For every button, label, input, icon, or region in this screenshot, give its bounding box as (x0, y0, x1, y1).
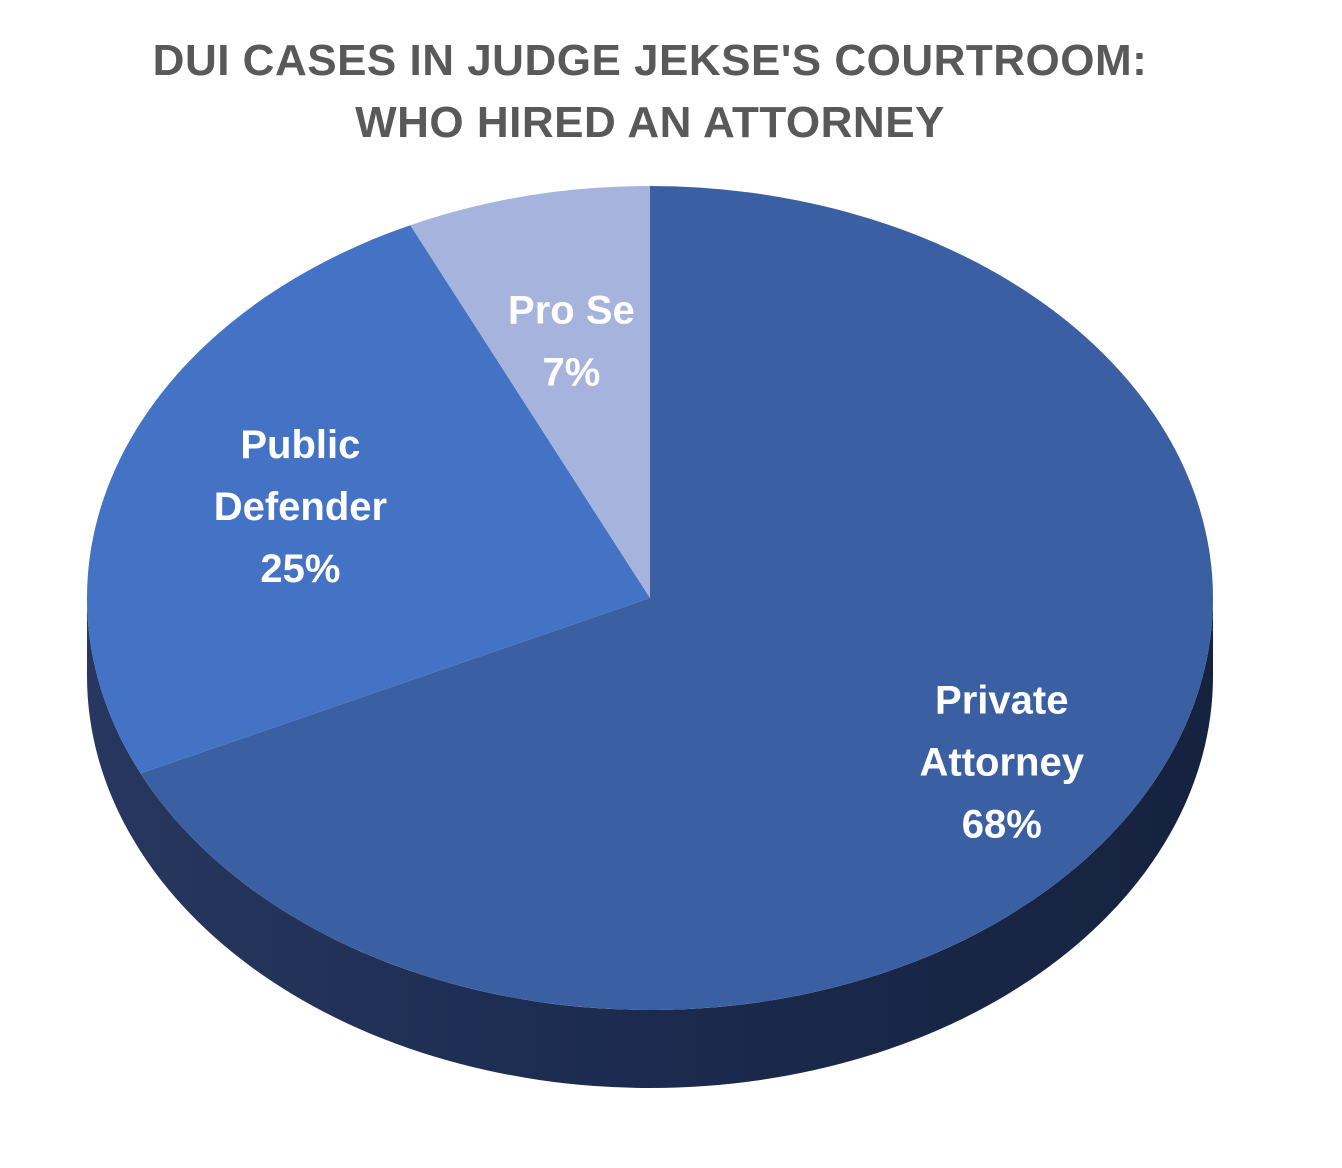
slice-value-label: 7% (542, 351, 600, 395)
slice-name-label: Defender (214, 485, 387, 529)
pie-slice-pro-se (410, 186, 650, 598)
pie-labels: Private Attorney 68% Public Defender 25% Pro S… (214, 289, 1085, 847)
slice-name-label: Public (240, 423, 360, 467)
slice-name-label: Private (935, 678, 1068, 722)
pie-slice-private-attorney (140, 186, 1213, 1010)
slice-name-label: Attorney (920, 740, 1085, 784)
pie-depth-band (87, 598, 1213, 1088)
slice-label-pro-se: Pro Se 7% (508, 289, 635, 395)
slice-name-label: Pro Se (508, 289, 635, 333)
slice-value-label: 25% (260, 547, 340, 591)
slice-value-label: 68% (962, 802, 1042, 846)
slice-label-private-attorney: Private Attorney 68% (920, 678, 1085, 846)
pie-depth (87, 598, 1213, 1088)
pie-slice-public-defender (86, 225, 650, 774)
chart-title-line: DUI CASES IN JUDGE JEKSE'S COURTROOM: (152, 36, 1148, 85)
chart-title-line: WHO HIRED AN ATTORNEY (355, 98, 945, 147)
chart-title: DUI CASES IN JUDGE JEKSE'S COURTROOM: WHO… (0, 30, 1300, 154)
slice-label-public-defender: Public Defender 25% (214, 423, 387, 591)
pie-slices (86, 186, 1213, 1010)
